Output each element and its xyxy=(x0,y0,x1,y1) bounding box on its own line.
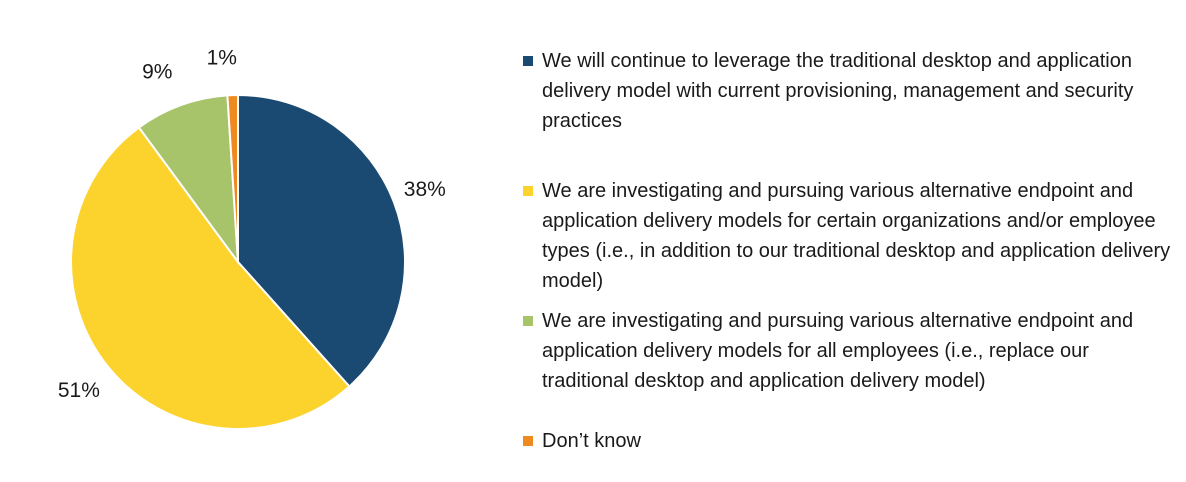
pie-slice xyxy=(70,126,351,430)
legend-label: We will continue to leverage the traditi… xyxy=(542,50,1134,132)
legend-swatch xyxy=(523,186,533,196)
pie-slice xyxy=(237,93,406,388)
pie-chart: 38% 51% 9% 1% xyxy=(58,47,446,430)
pie-slices xyxy=(70,93,406,430)
pie-slice xyxy=(137,94,240,266)
chart-legend: We will continue to leverage the traditi… xyxy=(520,46,1180,456)
pie-data-label: 38% xyxy=(404,178,446,201)
legend-label: Don’t know xyxy=(542,430,641,452)
legend-item: We are investigating and pursuing variou… xyxy=(520,176,1180,296)
pie-data-label: 1% xyxy=(207,47,237,70)
legend-label: We are investigating and pursuing variou… xyxy=(542,180,1171,292)
legend-swatch xyxy=(523,316,533,326)
pie-slice xyxy=(226,93,239,263)
legend-item: We will continue to leverage the traditi… xyxy=(520,46,1180,136)
legend-swatch xyxy=(523,436,533,446)
legend-swatch xyxy=(523,56,533,66)
pie-data-label: 9% xyxy=(142,60,172,83)
pie-data-label: 51% xyxy=(58,379,100,402)
legend-item: Don’t know xyxy=(520,426,1180,456)
pie-data-labels: 38% 51% 9% 1% xyxy=(58,47,446,402)
legend-item: We are investigating and pursuing variou… xyxy=(520,306,1180,396)
legend-label: We are investigating and pursuing variou… xyxy=(542,310,1134,392)
